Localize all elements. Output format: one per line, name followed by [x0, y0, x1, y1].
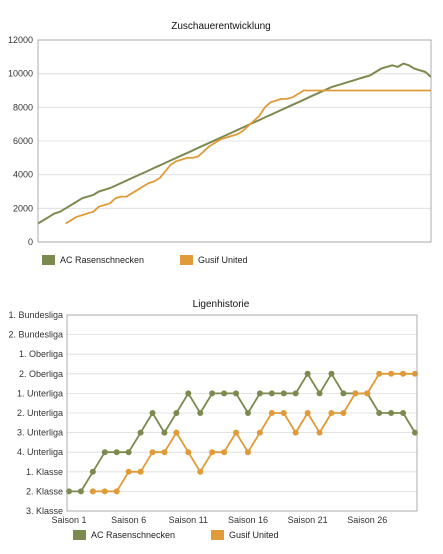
y-tick-label: 1. Unterliga [17, 388, 63, 398]
y-tick-label: 2000 [13, 203, 33, 213]
y-tick-label: 12000 [8, 35, 33, 45]
y-tick-label: 4. Unterliga [17, 447, 63, 457]
data-point [388, 370, 395, 377]
y-tick-label: 2. Bundesliga [8, 330, 63, 340]
data-point [197, 468, 204, 475]
y-tick-label: 3. Unterliga [17, 428, 63, 438]
y-tick-label: 2. Klasse [26, 486, 63, 496]
data-point [280, 390, 287, 397]
data-point [161, 429, 168, 436]
league-history-chart: Ligenhistorie 1. Bundesliga 2. Bundesliga… [8, 299, 418, 540]
data-point [316, 390, 323, 397]
data-point [244, 410, 251, 416]
data-point [185, 390, 192, 397]
legend-label: Gusif United [198, 255, 248, 265]
data-point [125, 468, 132, 475]
legend-label: AC Rasenschnecken [60, 255, 144, 265]
data-point [89, 468, 96, 475]
data-point [400, 370, 407, 377]
data-point [352, 390, 359, 397]
data-point [364, 390, 371, 397]
data-point [256, 429, 263, 436]
data-point [316, 429, 323, 436]
y-tick-label: 0 [28, 237, 33, 247]
plot-frame [66, 314, 418, 512]
data-point [113, 488, 120, 495]
data-point [101, 449, 108, 456]
chart-title: Ligenhistorie [193, 299, 250, 310]
data-point [244, 449, 251, 456]
data-point [125, 449, 132, 456]
data-point [268, 390, 275, 397]
y-tick-label: 2. Unterliga [17, 408, 63, 418]
legend-label: AC Rasenschnecken [91, 530, 175, 540]
data-point [209, 390, 216, 397]
y-tick-label: 1. Bundesliga [8, 310, 63, 320]
data-point [149, 410, 156, 416]
series-line-2 [92, 372, 415, 493]
x-tick-label: Saison 26 [347, 515, 387, 525]
y-tick-label: 1. Klasse [26, 467, 63, 477]
data-point [89, 488, 96, 495]
x-tick-label: Saison 11 [169, 515, 208, 525]
data-point [77, 488, 84, 495]
data-point [221, 449, 228, 456]
legend-swatch [211, 530, 224, 540]
data-point [376, 370, 383, 377]
plot-frame [37, 39, 432, 243]
data-point [388, 410, 395, 416]
data-point [376, 410, 383, 416]
data-point [137, 468, 144, 475]
data-point [256, 390, 263, 397]
data-point [149, 449, 156, 456]
data-point [328, 410, 335, 416]
data-point [113, 449, 120, 456]
y-tick-label: 6000 [13, 136, 33, 146]
data-point [221, 390, 228, 397]
y-tick-label: 4000 [13, 170, 33, 180]
data-point [101, 488, 108, 495]
data-point [280, 410, 287, 416]
chart-title: Zuschauerentwicklung [171, 21, 271, 32]
data-point [412, 370, 418, 377]
data-point [304, 410, 311, 416]
attendance-chart: Zuschauerentwicklung 0 2000 4000 6000 8000 10… [8, 21, 432, 265]
x-tick-label: Saison 21 [288, 515, 328, 525]
data-point [66, 488, 72, 495]
legend-swatch [180, 255, 193, 265]
x-tick-label: Saison 6 [111, 515, 146, 525]
data-point [173, 410, 180, 416]
data-point [268, 410, 275, 416]
data-point [209, 449, 216, 456]
data-point [173, 429, 180, 436]
data-point [292, 429, 299, 436]
data-point [340, 410, 347, 416]
data-point [161, 449, 168, 456]
y-tick-label: 10000 [8, 69, 33, 79]
x-tick-label: Saison 1 [51, 515, 86, 525]
data-point [197, 410, 204, 416]
series-line-2 [65, 89, 431, 225]
data-point [233, 429, 240, 436]
data-point [233, 390, 240, 397]
data-point [340, 390, 347, 397]
series-line-1 [37, 62, 432, 225]
legend-swatch [73, 530, 86, 540]
data-point [400, 410, 407, 416]
x-tick-label: Saison 16 [228, 515, 268, 525]
y-tick-label: 8000 [13, 102, 33, 112]
data-point [412, 429, 418, 436]
data-point [304, 370, 311, 377]
y-tick-label: 2. Oberliga [19, 369, 63, 379]
data-point [292, 390, 299, 397]
legend-swatch [42, 255, 55, 265]
data-point [185, 449, 192, 456]
y-tick-label: 3. Klasse [26, 506, 63, 516]
legend-label: Gusif United [229, 530, 279, 540]
data-point [328, 370, 335, 377]
data-point [137, 429, 144, 436]
y-tick-label: 1. Oberliga [19, 349, 63, 359]
